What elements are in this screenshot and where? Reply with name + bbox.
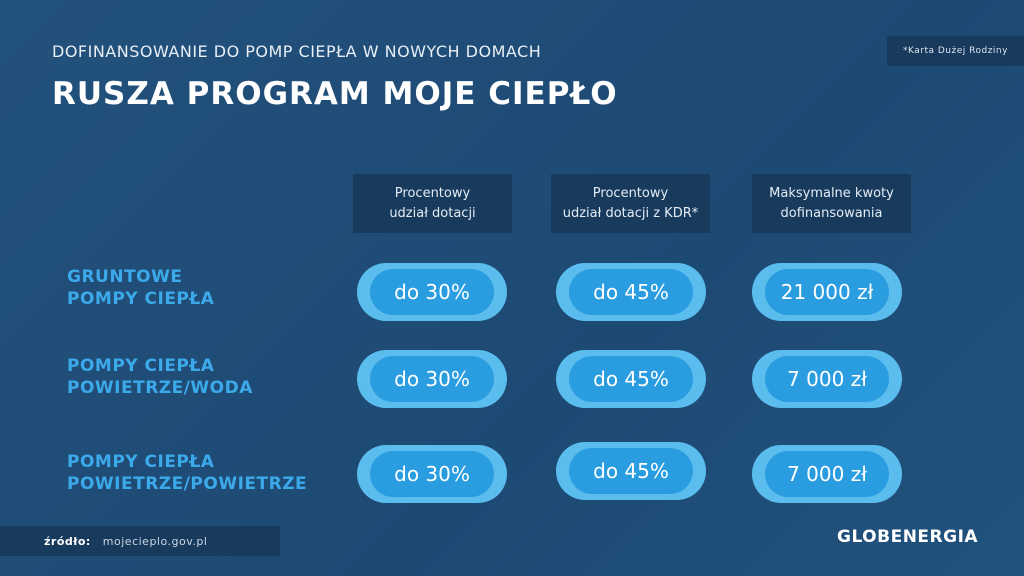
footnote-badge: *Karta Dużej Rodziny xyxy=(887,36,1024,66)
page-title: RUSZA PROGRAM MOJE CIEPŁO xyxy=(52,76,618,112)
logo: GLOBENERGIA xyxy=(837,527,979,547)
value: 21 000 zł xyxy=(765,269,889,315)
column-header-1: Procentowy udział dotacji xyxy=(353,174,512,233)
value-pill: do 30% xyxy=(357,263,507,321)
value-pill: 21 000 zł xyxy=(752,263,902,321)
value: do 45% xyxy=(569,448,693,494)
value-pill: do 30% xyxy=(357,445,507,503)
value: do 30% xyxy=(370,451,494,497)
column-header-3: Maksymalne kwoty dofinansowania xyxy=(752,174,911,233)
row-label-2: POMPY CIEPŁA POWIETRZE/WODA xyxy=(67,356,253,398)
value: do 30% xyxy=(370,356,494,402)
row-label-1: GRUNTOWE POMPY CIEPŁA xyxy=(67,267,215,309)
value: 7 000 zł xyxy=(765,451,889,497)
source-bar: źródło: mojecieplo.gov.pl xyxy=(0,526,280,556)
source-label: źródło: xyxy=(44,534,91,548)
value-pill: 7 000 zł xyxy=(752,350,902,408)
value-pill: do 30% xyxy=(357,350,507,408)
value-pill: do 45% xyxy=(556,350,706,408)
row-label-3: POMPY CIEPŁA POWIETRZE/POWIETRZE xyxy=(67,452,308,494)
value-pill: do 45% xyxy=(556,442,706,500)
value: do 45% xyxy=(569,269,693,315)
value: 7 000 zł xyxy=(765,356,889,402)
source-link: mojecieplo.gov.pl xyxy=(102,534,208,548)
column-header-2: Procentowy udział dotacji z KDR* xyxy=(551,174,710,233)
value: do 45% xyxy=(569,356,693,402)
value-pill: 7 000 zł xyxy=(752,445,902,503)
value-pill: do 45% xyxy=(556,263,706,321)
subtitle: DOFINANSOWANIE DO POMP CIEPŁA W NOWYCH D… xyxy=(52,42,542,61)
value: do 30% xyxy=(370,269,494,315)
